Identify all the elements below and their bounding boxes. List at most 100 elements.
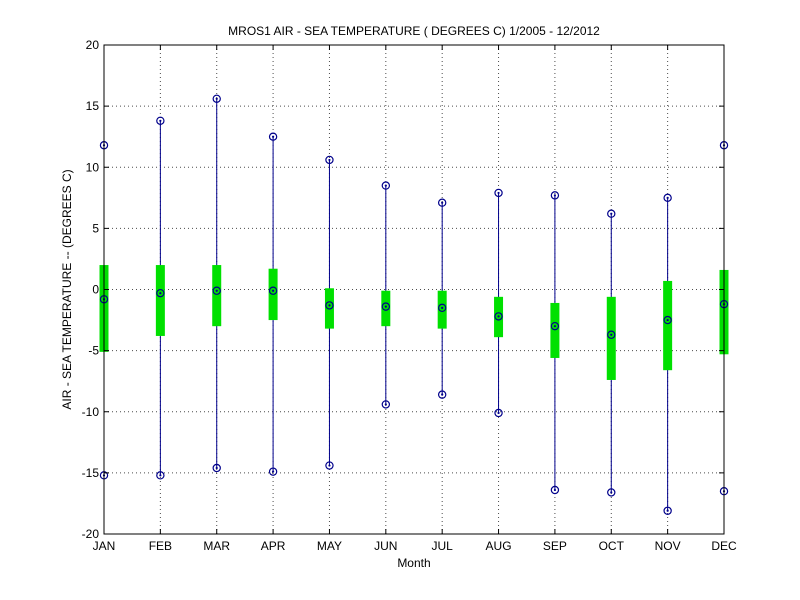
min-marker bbox=[494, 408, 503, 418]
x-tick-label: JUN bbox=[374, 539, 397, 553]
x-tick-label: NOV bbox=[655, 539, 681, 553]
max-marker-dot bbox=[497, 191, 500, 195]
x-tick-label: SEP bbox=[543, 539, 567, 553]
x-tick-label: JUL bbox=[432, 539, 454, 553]
max-marker-dot bbox=[666, 196, 669, 199]
min-marker bbox=[663, 506, 672, 515]
median-marker bbox=[437, 303, 447, 313]
max-marker-dot bbox=[610, 212, 613, 215]
x-tick-label: AUG bbox=[486, 539, 512, 553]
box-jul bbox=[437, 198, 447, 399]
box-nov bbox=[663, 193, 673, 515]
min-marker bbox=[550, 485, 560, 495]
median-marker-dot bbox=[497, 315, 500, 318]
x-tick-label: MAY bbox=[317, 539, 342, 553]
max-marker bbox=[325, 155, 334, 165]
iqr-box bbox=[381, 290, 391, 327]
max-marker-dot bbox=[553, 194, 557, 197]
min-marker-dot bbox=[497, 411, 500, 415]
x-tick-label: FEB bbox=[149, 539, 172, 553]
min-marker-dot bbox=[553, 488, 557, 492]
box-jun bbox=[381, 181, 391, 409]
median-marker bbox=[268, 286, 278, 295]
y-tick-label: 5 bbox=[92, 221, 99, 235]
ticks: -20 -15 -10 -5 0 5 10 15 20 JAN FEB MAR APR MAY JUN JUL… bbox=[82, 38, 737, 553]
min-marker-dot bbox=[441, 393, 444, 396]
x-tick-label: DEC bbox=[711, 539, 737, 553]
median-marker bbox=[494, 312, 503, 321]
iqr-box bbox=[212, 265, 222, 327]
median-marker-dot bbox=[553, 325, 557, 328]
median-marker bbox=[156, 288, 165, 298]
min-marker bbox=[381, 400, 391, 409]
box-mar bbox=[212, 94, 222, 473]
min-marker bbox=[325, 461, 334, 470]
iqr-box bbox=[550, 302, 560, 358]
min-marker bbox=[268, 467, 278, 476]
box-feb bbox=[155, 116, 165, 480]
max-marker bbox=[550, 191, 560, 200]
max-marker bbox=[381, 181, 391, 190]
y-tick-label: -5 bbox=[88, 344, 99, 358]
box-sep bbox=[550, 191, 560, 495]
y-tick-label: 20 bbox=[86, 38, 100, 52]
y-tick-label: -20 bbox=[82, 527, 100, 541]
median-marker-dot bbox=[384, 305, 387, 308]
min-marker-dot bbox=[271, 470, 275, 473]
max-marker-dot bbox=[271, 135, 275, 138]
x-tick-label: APR bbox=[261, 539, 286, 553]
chart-title: MROS1 AIR - SEA TEMPERATURE ( DEGREES C)… bbox=[228, 24, 600, 38]
min-marker-dot bbox=[328, 464, 331, 467]
median-marker-dot bbox=[610, 333, 613, 336]
iqr-box bbox=[663, 280, 673, 371]
y-tick-label: 0 bbox=[92, 283, 99, 297]
median-marker bbox=[663, 315, 672, 325]
max-marker bbox=[437, 198, 447, 207]
box-apr bbox=[268, 132, 278, 476]
median-marker-dot bbox=[441, 306, 444, 309]
median-marker bbox=[212, 286, 221, 295]
median-marker-dot bbox=[666, 318, 669, 322]
min-marker bbox=[437, 390, 447, 399]
median-marker-dot bbox=[215, 289, 218, 292]
median-marker-dot bbox=[159, 292, 162, 295]
x-tick-label: MAR bbox=[203, 539, 230, 553]
max-marker bbox=[607, 209, 616, 218]
min-marker-dot bbox=[215, 466, 218, 470]
median-marker-dot bbox=[271, 289, 275, 292]
x-tick-label: JAN bbox=[93, 539, 116, 553]
max-marker-dot bbox=[215, 97, 218, 100]
max-marker bbox=[212, 94, 221, 103]
median-marker-dot bbox=[328, 304, 331, 307]
median-marker bbox=[325, 301, 334, 310]
min-marker-dot bbox=[159, 474, 162, 477]
y-tick-label: -15 bbox=[82, 466, 100, 480]
max-marker bbox=[494, 188, 503, 198]
median-marker bbox=[607, 330, 616, 339]
max-marker-dot bbox=[441, 201, 444, 204]
x-axis-label: Month bbox=[397, 556, 430, 570]
min-marker-dot bbox=[666, 509, 669, 512]
min-marker bbox=[156, 471, 165, 480]
min-marker-dot bbox=[610, 491, 613, 494]
box-may bbox=[324, 155, 334, 470]
y-axis-label: AIR - SEA TEMPERATURE -- (DEGREES C) bbox=[60, 169, 74, 409]
min-marker-dot bbox=[384, 403, 387, 406]
y-tick-label: -10 bbox=[82, 405, 100, 419]
iqr-box bbox=[437, 290, 447, 329]
max-marker bbox=[663, 193, 672, 203]
box-oct bbox=[606, 209, 616, 497]
median-marker bbox=[381, 302, 391, 311]
max-marker-dot bbox=[384, 184, 387, 187]
iqr-box bbox=[155, 265, 165, 336]
max-marker bbox=[268, 132, 278, 141]
box-aug bbox=[494, 188, 504, 418]
x-tick-label: OCT bbox=[599, 539, 625, 553]
max-marker-dot bbox=[159, 119, 162, 122]
min-marker bbox=[212, 463, 221, 473]
max-marker bbox=[156, 116, 165, 125]
max-marker-dot bbox=[328, 158, 331, 162]
median-marker bbox=[550, 321, 560, 331]
y-tick-label: 15 bbox=[86, 99, 100, 113]
